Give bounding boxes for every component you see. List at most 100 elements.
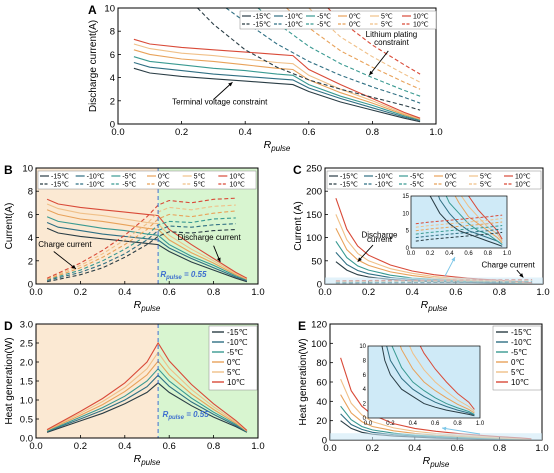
arrow-head (228, 82, 233, 87)
legend-label: -10℃ (87, 174, 105, 181)
y-tick-label: 2.5 (20, 339, 33, 350)
x-axis-label-main: R (134, 299, 142, 311)
charge-region (36, 324, 159, 438)
arrow-shaft (441, 427, 481, 435)
y-tick-label: 100 (311, 339, 327, 350)
x-axis-label-main: R (134, 453, 142, 465)
inset-series-line-0 (429, 196, 503, 247)
y-tick-label: 6 (110, 50, 115, 61)
legend-label: 5℃ (194, 182, 206, 189)
series-line-b-3 (46, 209, 248, 280)
panel-letter: A (88, 3, 97, 17)
legend-label: -5℃ (410, 182, 424, 189)
annotation-text: current (367, 235, 393, 244)
x-axis-label: Rpulse (134, 299, 161, 313)
annotation-text: Lithium plating (366, 30, 418, 39)
inset-y-tick-label: 15 (402, 194, 409, 200)
legend-label: -5℃ (317, 22, 331, 29)
legend-label: -10℃ (87, 182, 105, 189)
y-tick-label: 0.0 (20, 434, 33, 445)
x-tick-label: 1.0 (536, 287, 549, 298)
x-tick-label: 0.2 (175, 127, 188, 138)
legend-label: 10℃ (515, 174, 531, 181)
y-tick-label: 0 (28, 280, 33, 291)
legend-box (37, 170, 257, 190)
series-line-a-5 (133, 38, 421, 119)
x-tick-label: 1.0 (429, 127, 442, 138)
pulse-annotation-sub: pulse (165, 275, 182, 281)
legend-box (326, 170, 542, 190)
arrow-head (71, 264, 76, 269)
legend-label: 5℃ (381, 22, 393, 29)
x-tick-label: 0.4 (118, 287, 131, 298)
y-axis-label: Discharge current(A) (88, 20, 99, 112)
series-line-a-0 (133, 67, 421, 123)
y-tick-label: 200 (306, 187, 322, 198)
plot-frame (117, 7, 437, 125)
inset-series-line-5 (419, 346, 475, 410)
arrow-head (357, 257, 362, 262)
legend-label: -5℃ (317, 14, 331, 21)
legend-label: -10℃ (227, 338, 248, 347)
x-tick-label: 0.2 (74, 287, 87, 298)
legend-label: -10℃ (285, 22, 303, 29)
pulse-annotation-sub: pulse (167, 415, 184, 421)
legend-label: 5℃ (381, 14, 393, 21)
x-tick-label: 0.0 (111, 127, 124, 138)
x-tick-label: 0.4 (118, 441, 131, 452)
x-axis-label: Rpulse (134, 453, 161, 467)
legend-label: 0℃ (445, 182, 457, 189)
x-tick-label: 0.8 (207, 287, 220, 298)
inset-y-tick-label: 10 (402, 211, 409, 217)
series-group (133, 8, 421, 123)
series-line-b-11 (46, 197, 236, 279)
legend-label: -10℃ (375, 174, 393, 181)
arrow-shaft (368, 50, 389, 76)
inset-x-tick-label: 1.0 (503, 251, 512, 257)
x-tick-label: 0.6 (451, 443, 464, 454)
legend-label: 5℃ (511, 368, 524, 377)
inset-x-tick-label: 0.2 (386, 421, 395, 427)
inset-series-line-7 (415, 228, 503, 239)
annotation-text: Charge current (481, 260, 535, 269)
y-tick-label: 8 (28, 187, 33, 198)
pulse-annotation-main: R (160, 270, 166, 279)
legend-label: 0℃ (349, 22, 361, 29)
x-axis-label-main: R (421, 299, 429, 311)
series-line-a-3 (133, 49, 421, 120)
inset-y-tick-label: 0 (363, 416, 367, 422)
x-tick-label: 0.0 (29, 441, 42, 452)
inset-series-line-6 (415, 231, 503, 242)
x-tick-label: 0.2 (362, 287, 375, 298)
plot-frame (35, 167, 259, 285)
legend-label: -15℃ (51, 182, 69, 189)
legend-label: 10℃ (227, 378, 245, 387)
y-tick-label: 150 (306, 210, 322, 221)
x-axis-label-sub: pulse (140, 458, 161, 467)
x-tick-label: 0.4 (239, 127, 252, 138)
legend-label: -15℃ (227, 328, 248, 337)
x-tick-label: 0.4 (406, 287, 419, 298)
pulse-annotation-main: R (163, 410, 169, 419)
x-tick-label: 0.8 (207, 441, 220, 452)
legend-label: 10℃ (511, 378, 529, 387)
legend-label: -15℃ (511, 328, 532, 337)
inset-x-tick-label: 0.0 (364, 421, 373, 427)
panel-letter: C (293, 163, 302, 177)
legend-label: 0℃ (511, 358, 524, 367)
x-axis-label-main: R (423, 455, 431, 467)
inset-c: 0.0 0.2 0.4 0.6 0.8 1.0 0 5 10 15 (402, 194, 512, 277)
zoom-region (330, 433, 542, 440)
inset-series-line-2 (391, 346, 475, 415)
panel-letter: D (4, 319, 13, 333)
arrow-head (519, 273, 524, 278)
inset-frame (410, 195, 508, 249)
legend-label: -10℃ (511, 338, 532, 347)
legend-label: -15℃ (253, 14, 271, 21)
y-axis-label: Heat generation(W) (298, 338, 309, 425)
series-line-b-4 (46, 203, 248, 280)
arrow-head (451, 257, 455, 262)
series-line-b-0 (46, 227, 248, 283)
inset-series-line-1 (386, 346, 475, 416)
inset-series-line-2 (445, 196, 503, 245)
